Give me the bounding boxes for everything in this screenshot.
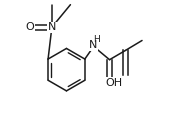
Text: N: N <box>89 40 97 50</box>
Text: N: N <box>48 22 56 32</box>
Text: O: O <box>26 22 34 32</box>
Text: OH: OH <box>106 78 123 88</box>
Text: H: H <box>94 35 100 44</box>
